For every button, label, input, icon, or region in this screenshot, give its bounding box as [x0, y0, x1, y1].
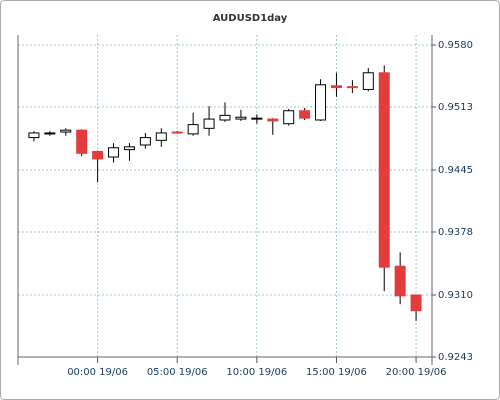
candle-body — [362, 72, 374, 90]
candle-body — [251, 117, 263, 120]
candle-body — [346, 86, 358, 89]
y-tick-label: 0.9378 — [438, 227, 473, 238]
candle-body — [203, 118, 215, 129]
candle-body — [315, 84, 327, 121]
candle-body — [139, 137, 151, 146]
candle-body — [76, 129, 88, 154]
candle-body — [92, 150, 104, 160]
candle-body — [28, 132, 40, 139]
candle-body — [155, 132, 167, 141]
x-tick-label: 20:00 19/06 — [386, 367, 447, 378]
candle-body — [60, 129, 72, 133]
candle-body — [123, 146, 135, 151]
x-tick-label: 10:00 19/06 — [226, 367, 287, 378]
y-tick-label: 0.9580 — [438, 40, 473, 51]
candle-body — [235, 116, 247, 120]
candle-body — [378, 72, 390, 268]
y-tick-label: 0.9445 — [438, 165, 473, 176]
candle-body — [410, 294, 422, 312]
chart-title: AUDUSD1day — [213, 13, 288, 24]
candle-body — [330, 85, 342, 89]
y-tick-label: 0.9243 — [438, 352, 473, 363]
candle-body — [394, 265, 406, 297]
y-tick-label: 0.9513 — [438, 102, 473, 113]
x-tick-label: 05:00 19/06 — [147, 367, 208, 378]
y-tick-label: 0.9310 — [438, 290, 473, 301]
x-tick-label: 00:00 19/06 — [67, 367, 128, 378]
candle-body — [299, 110, 311, 119]
candle-body — [283, 110, 295, 125]
candle-body — [219, 114, 231, 121]
candle-body — [108, 147, 120, 158]
x-tick-label: 15:00 19/06 — [306, 367, 367, 378]
candle-body — [187, 124, 199, 135]
candle-body — [171, 131, 183, 134]
candle-body — [44, 132, 56, 135]
candle-body — [267, 118, 279, 122]
